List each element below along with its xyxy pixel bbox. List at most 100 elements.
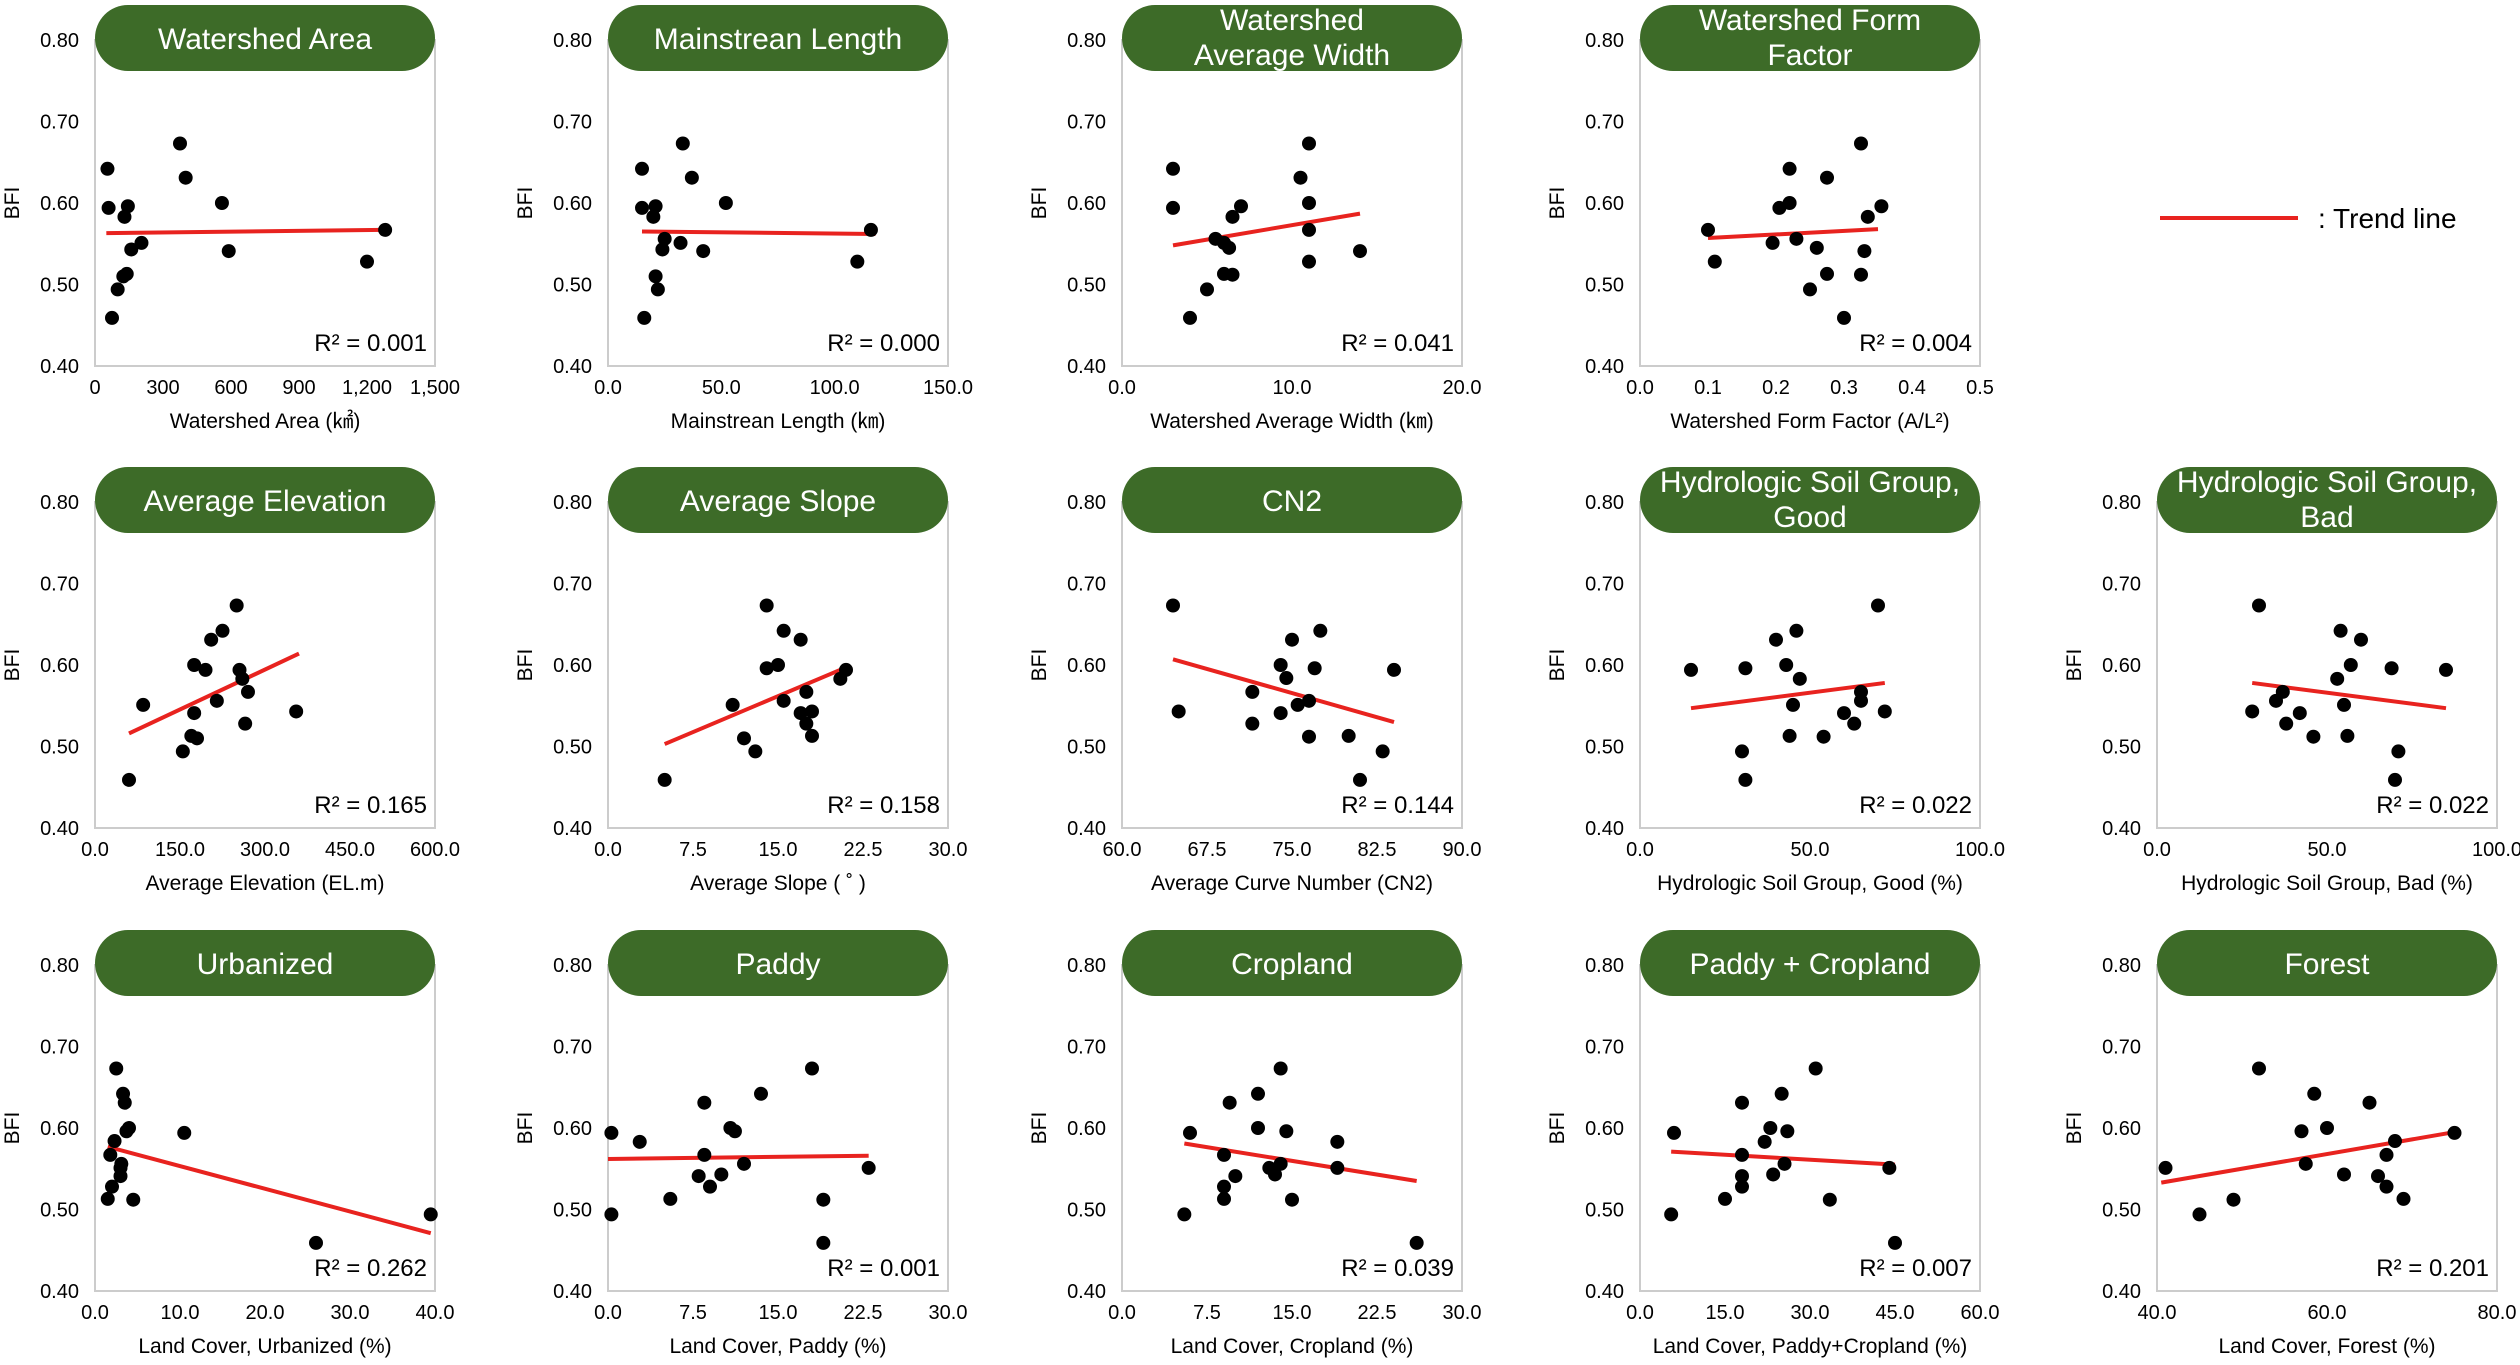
y-tick-label: 0.40 (2102, 1281, 2141, 1303)
data-point (1273, 1156, 1288, 1171)
y-tick-label: 0.60 (1067, 193, 1106, 215)
data-point (2333, 623, 2348, 638)
data-point (2298, 1156, 2313, 1171)
data-point (1285, 632, 1299, 647)
y-axis-label: BFI (1, 649, 24, 682)
data-point (604, 1125, 619, 1140)
panel-title-line: Watershed (1220, 4, 1364, 37)
data-point (1664, 1207, 1679, 1222)
x-tick-label: 80.0 (2478, 1302, 2517, 1324)
panel-title-badge (608, 467, 948, 533)
x-tick-label: 150.0 (923, 377, 973, 399)
y-tick-label: 0.70 (553, 574, 592, 596)
x-tick-label: 0.0 (594, 1302, 622, 1324)
panel-cropland: 0.40 0.50 0.60 0.70 0.80 0.0 7.5 15.0 22.5 30.0 BF… (1028, 930, 1481, 1358)
data-point (1738, 661, 1753, 676)
panel-title: CN2 (1262, 485, 1322, 518)
data-point (100, 161, 115, 176)
panel-paddy: 0.40 0.50 0.60 0.70 0.80 0.0 7.5 15.0 22.5 30.0 BF… (514, 930, 967, 1358)
data-point (759, 661, 774, 676)
y-tick-label: 0.70 (1585, 574, 1624, 596)
x-tick-label: 0.2 (1762, 377, 1790, 399)
data-point (1171, 704, 1186, 719)
x-tick-label: 15.0 (1273, 1302, 1312, 1324)
x-tick-label: 30.0 (1443, 1302, 1482, 1324)
data-point (663, 1191, 678, 1206)
data-point (2294, 1124, 2309, 1139)
y-axis-label: BFI (514, 1112, 537, 1145)
x-tick-label: 100.0 (810, 377, 860, 399)
panel-title: Forest (2284, 948, 2370, 981)
data-point (684, 170, 699, 185)
plot-frame (1639, 964, 1981, 1292)
x-tick-label: 600.0 (410, 839, 460, 861)
y-tick-label: 0.70 (1067, 112, 1106, 134)
data-point (1701, 222, 1715, 237)
data-point (673, 235, 688, 250)
panel-title-badge (1122, 930, 1462, 996)
x-tick-label: 0.1 (1694, 377, 1722, 399)
data-point (109, 1061, 124, 1076)
panel-title-line: Hydrologic Soil Group, (2177, 466, 2477, 499)
r-squared-label: R² = 0.001 (314, 330, 427, 357)
x-axis-label: Land Cover, Paddy+Cropland (%) (1653, 1335, 1968, 1358)
x-tick-label: 0.0 (594, 377, 622, 399)
x-tick-label: 60.0 (2308, 1302, 2347, 1324)
x-tick-label: 40.0 (2138, 1302, 2177, 1324)
data-point (2354, 632, 2368, 647)
data-point (2158, 1160, 2173, 1175)
data-point (1353, 772, 1367, 787)
data-point (816, 1192, 831, 1207)
data-point (799, 684, 814, 699)
x-tick-label: 0.0 (594, 839, 622, 861)
y-tick-label: 0.40 (1067, 818, 1106, 840)
data-point (816, 1235, 831, 1250)
data-point (1313, 623, 1328, 638)
data-point (1166, 200, 1180, 215)
x-tick-label: 60.0 (1961, 1302, 2000, 1324)
data-point (1217, 1147, 1231, 1162)
data-point (229, 598, 244, 613)
y-tick-label: 0.50 (1067, 1200, 1106, 1222)
data-point (703, 1179, 717, 1194)
data-point (1684, 662, 1698, 677)
y-tick-label: 0.60 (2102, 655, 2141, 677)
data-point (117, 209, 132, 224)
panel-average-elevation: 0.40 0.50 0.60 0.70 0.80 0.0 150.0 300.0 450.0 60… (1, 467, 460, 895)
y-tick-label: 0.60 (40, 193, 79, 215)
data-point (1341, 728, 1356, 743)
data-point (120, 199, 135, 214)
data-point (839, 662, 853, 677)
data-point (1707, 254, 1722, 269)
data-point (136, 697, 151, 712)
panel-title-badge (608, 930, 948, 996)
data-point (2306, 729, 2321, 744)
data-point (122, 1121, 136, 1135)
data-point (776, 693, 791, 708)
y-axis-label: BFI (1546, 1112, 1569, 1145)
y-axis-label: BFI (1546, 187, 1569, 220)
x-tick-label: 67.5 (1188, 839, 1227, 861)
panel-title: Hydrologic Soil Group, Bad (2177, 466, 2477, 534)
data-point (187, 658, 202, 672)
data-point (1882, 1160, 1897, 1175)
data-point (1217, 1179, 1231, 1194)
y-tick-label: 0.50 (40, 275, 79, 297)
x-tick-label: 50.0 (702, 377, 741, 399)
data-point (1837, 706, 1851, 721)
trend-line (107, 1144, 432, 1236)
panel-title: Watershed Form Factor (1699, 4, 1921, 72)
y-axis-label: BFI (1, 187, 24, 220)
x-tick-label: 0.0 (1108, 377, 1136, 399)
panel-title: Mainstrean Length (654, 23, 903, 56)
data-point (1290, 697, 1305, 712)
legend: : Trend line (2160, 203, 2457, 234)
x-tick-label: 0.0 (81, 1302, 109, 1324)
x-tick-label: 0.0 (2143, 839, 2171, 861)
data-point (2226, 1192, 2241, 1207)
x-tick-label: 30.0 (1791, 1302, 1830, 1324)
x-tick-label: 22.5 (844, 839, 883, 861)
data-point (727, 1124, 742, 1139)
data-point (1735, 1179, 1749, 1194)
